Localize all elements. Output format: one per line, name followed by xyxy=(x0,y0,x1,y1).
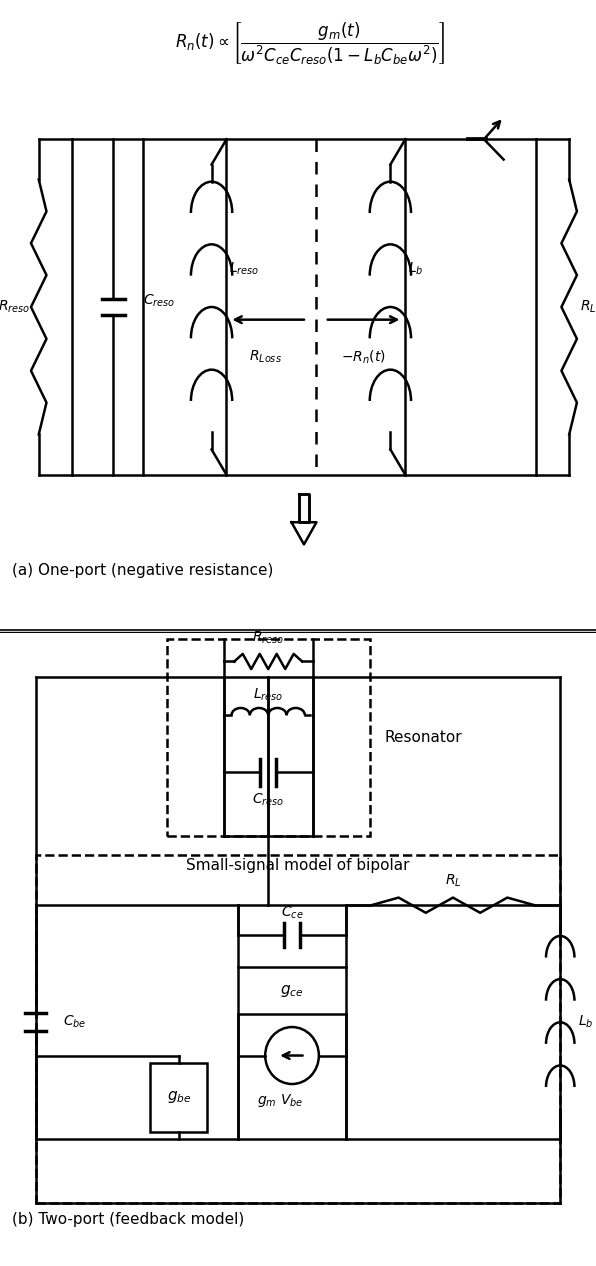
Text: $R_L$: $R_L$ xyxy=(580,299,596,315)
Text: $C_{be}$: $C_{be}$ xyxy=(63,1014,86,1031)
Text: $R_{reso}$: $R_{reso}$ xyxy=(252,629,284,646)
Text: $C_{reso}$: $C_{reso}$ xyxy=(143,292,175,309)
Text: $L_{reso}$: $L_{reso}$ xyxy=(229,261,260,277)
Text: $R_{Loss}$: $R_{Loss}$ xyxy=(249,348,282,365)
Text: $C_{ce}$: $C_{ce}$ xyxy=(281,905,303,922)
Text: $g_{be}$: $g_{be}$ xyxy=(166,1090,191,1105)
Bar xyxy=(150,1062,207,1132)
Text: (b) Two-port (feedback model): (b) Two-port (feedback model) xyxy=(12,1213,244,1227)
Bar xyxy=(238,967,346,1014)
Text: $-R_n(t)$: $-R_n(t)$ xyxy=(341,348,386,366)
Polygon shape xyxy=(291,522,316,544)
Polygon shape xyxy=(299,494,309,522)
Text: Small-signal model of bipolar: Small-signal model of bipolar xyxy=(186,858,410,872)
Text: $g_{ce}$: $g_{ce}$ xyxy=(280,982,304,999)
Text: $R_L$: $R_L$ xyxy=(445,874,461,889)
Bar xyxy=(167,639,370,836)
Bar xyxy=(36,855,560,1203)
Text: $g_m\ V_{be}$: $g_m\ V_{be}$ xyxy=(257,1091,303,1109)
Text: (a) One-port (negative resistance): (a) One-port (negative resistance) xyxy=(12,563,274,579)
Text: $R_n(t) \propto \left[ \dfrac{g_m(t)}{\omega^2 C_{ce} C_{reso}(1-L_b C_{be}\omeg: $R_n(t) \propto \left[ \dfrac{g_m(t)}{\o… xyxy=(175,22,445,67)
Text: $C_{reso}$: $C_{reso}$ xyxy=(252,791,284,808)
Text: $L_{reso}$: $L_{reso}$ xyxy=(253,686,283,703)
Text: $L_b$: $L_b$ xyxy=(578,1014,594,1031)
Text: $L_b$: $L_b$ xyxy=(408,261,424,277)
Text: Resonator: Resonator xyxy=(384,730,462,744)
Text: $R_{reso}$: $R_{reso}$ xyxy=(0,299,30,315)
